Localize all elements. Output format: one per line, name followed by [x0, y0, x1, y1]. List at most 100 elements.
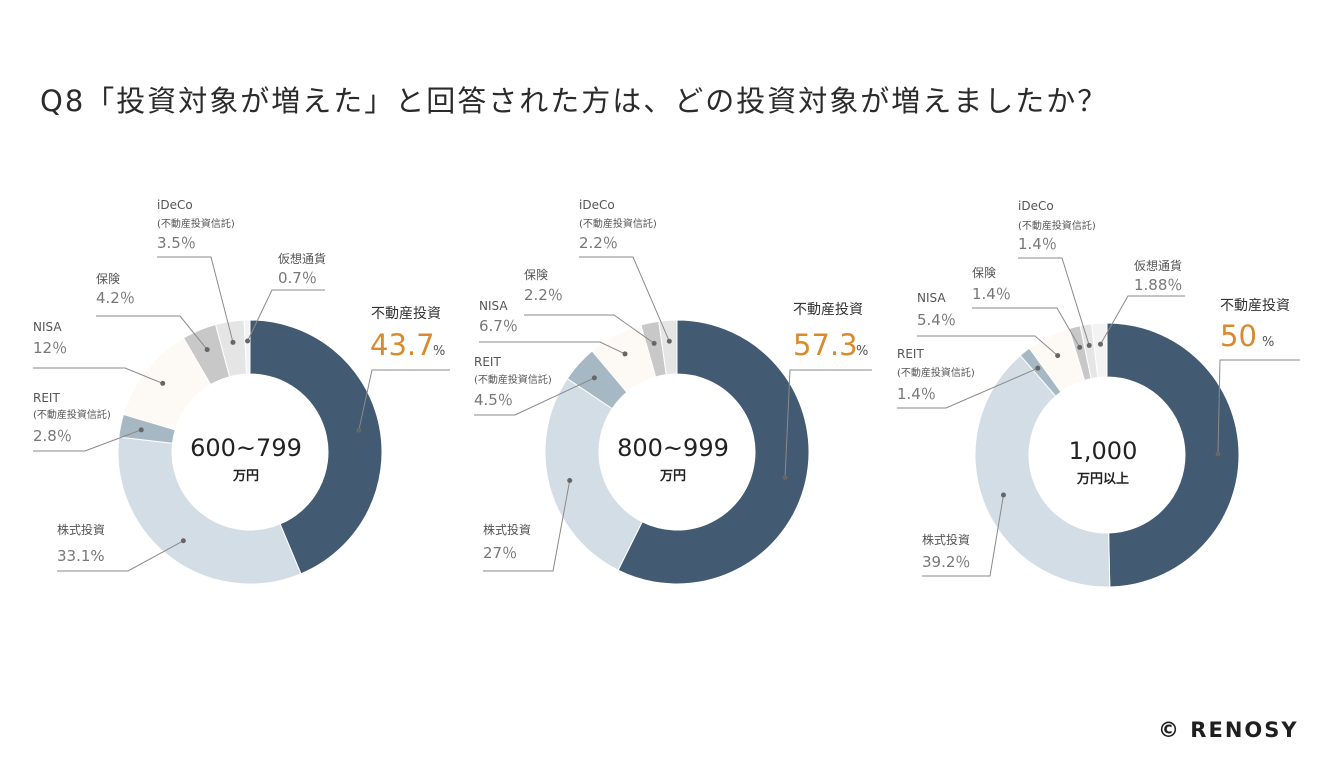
- leader-dot-nisa: [622, 351, 628, 357]
- value-ideco: 1.4％: [1018, 235, 1057, 253]
- leader-dot-insurance: [204, 347, 210, 353]
- label-nisa: NISA: [33, 320, 62, 334]
- value-reit: 2.8％: [33, 427, 72, 445]
- label-nisa: NISA: [479, 299, 508, 313]
- leader-dot-crypto: [1097, 341, 1103, 347]
- leader-dot-insurance: [1077, 344, 1083, 350]
- leader-dot-real-estate: [782, 474, 788, 480]
- leader-dot-ideco: [230, 339, 236, 345]
- value-insurance: 1.4％: [972, 285, 1011, 303]
- donut-chart-3: 不動産投資 50 % 株式投資 39.2％ REIT (不動産投資信託) 1.4％ NISA 5.…: [897, 199, 1300, 588]
- percent-sign-real-estate: %: [433, 344, 445, 359]
- slice-stocks: [117, 436, 302, 585]
- leader-reit: [897, 367, 1039, 409]
- leader-crypto: [247, 289, 325, 342]
- slice-real-estate: [1106, 322, 1240, 588]
- leader-dot-reit: [591, 375, 597, 381]
- label-crypto: 仮想通貨: [1134, 258, 1182, 273]
- leader-dot-insurance: [651, 340, 657, 346]
- leader-dot-nisa: [1055, 353, 1061, 359]
- leader-stocks: [483, 480, 571, 572]
- donut-chart-1: 不動産投資 43.7% 株式投資 33.1% REIT (不動産投資信託) 2.8％ NISA…: [33, 198, 450, 585]
- value-ideco: 2.2％: [579, 234, 618, 252]
- value-crypto: 1.88％: [1134, 276, 1182, 294]
- leader-real-estate: [358, 369, 450, 431]
- leader-real-estate: [1217, 359, 1300, 454]
- leader-ideco: [579, 256, 670, 342]
- label-ideco: iDeCo: [157, 198, 193, 212]
- value-stocks: 27％: [483, 544, 517, 562]
- slice-stocks: [974, 354, 1111, 588]
- value-reit: 1.4％: [897, 385, 936, 403]
- center-sublabel: 万円: [232, 469, 259, 484]
- leader-dot-stocks: [1000, 492, 1006, 498]
- label-crypto: 仮想通貨: [278, 251, 326, 266]
- leader-dot-stocks: [180, 538, 186, 544]
- label-real-estate: 不動産投資: [371, 306, 441, 322]
- sublabel-reit: (不動産投資信託): [897, 366, 975, 379]
- value-real-estate: 43.7: [370, 328, 435, 362]
- label-reit: REIT: [474, 355, 501, 369]
- value-nisa: 12％: [33, 339, 67, 357]
- value-nisa: 5.4％: [917, 311, 956, 329]
- leader-nisa: [479, 341, 626, 355]
- leader-nisa: [917, 335, 1058, 356]
- donut-chart-2: 不動産投資 57.3% 株式投資 27％ REIT (不動産投資信託) 4.5％ NISA 6.…: [474, 198, 872, 585]
- label-insurance: 保険: [524, 268, 548, 282]
- value-crypto: 0.7％: [278, 269, 317, 287]
- slice-real-estate: [617, 319, 810, 585]
- label-ideco: iDeCo: [1018, 199, 1054, 213]
- center-label: 800~999: [617, 434, 729, 462]
- center-sublabel: 万円: [659, 469, 686, 484]
- leader-dot-crypto: [245, 338, 251, 344]
- value-insurance: 4.2％: [96, 289, 135, 307]
- leader-dot-reit: [1035, 365, 1041, 371]
- label-reit: REIT: [33, 391, 60, 405]
- label-stocks: 株式投資: [57, 522, 105, 537]
- slice-crypto: [1090, 322, 1108, 379]
- leader-insurance: [96, 315, 208, 350]
- label-nisa: NISA: [917, 291, 946, 305]
- leader-dot-real-estate: [356, 427, 362, 433]
- center-label: 600~799: [190, 434, 302, 462]
- sublabel-reit: (不動産投資信託): [33, 408, 111, 421]
- value-stocks: 39.2％: [922, 553, 970, 571]
- leader-real-estate: [784, 369, 872, 478]
- sublabel-ideco: (不動産投資信託): [157, 217, 235, 230]
- leader-stocks: [922, 494, 1004, 577]
- leader-insurance: [524, 314, 655, 344]
- page-title: Q8「投資対象が増えた」と回答された方は、どの投資対象が増えましたか？: [40, 84, 1109, 118]
- center-sublabel: 万円以上: [1076, 472, 1129, 487]
- slice-crypto: [243, 319, 251, 375]
- sublabel-ideco: (不動産投資信託): [579, 217, 657, 230]
- value-real-estate: 50: [1220, 319, 1257, 353]
- leader-dot-nisa: [160, 380, 166, 386]
- leader-dot-ideco: [666, 338, 672, 344]
- label-insurance: 保険: [96, 272, 120, 286]
- value-stocks: 33.1%: [57, 547, 105, 565]
- leader-dot-real-estate: [1215, 451, 1221, 457]
- value-real-estate: 57.3: [793, 328, 858, 362]
- leader-dot-stocks: [567, 477, 573, 483]
- sublabel-reit: (不動産投資信託): [474, 373, 552, 386]
- label-real-estate: 不動産投資: [793, 302, 863, 318]
- center-label: 1,000: [1069, 437, 1138, 465]
- value-ideco: 3.5％: [157, 234, 196, 252]
- label-ideco: iDeCo: [579, 198, 615, 212]
- leader-dot-ideco: [1086, 342, 1092, 348]
- slice-stocks: [544, 377, 643, 571]
- leader-nisa: [33, 367, 163, 384]
- slice-ideco: [658, 319, 678, 376]
- leader-ideco: [1018, 257, 1090, 346]
- leader-dot-reit: [138, 427, 144, 433]
- label-real-estate: 不動産投資: [1220, 298, 1290, 314]
- brand-logo: © RENOSY: [1158, 718, 1299, 742]
- label-insurance: 保険: [972, 266, 996, 280]
- value-reit: 4.5％: [474, 391, 513, 409]
- leader-crypto: [1100, 295, 1185, 345]
- leader-stocks: [57, 540, 184, 572]
- leader-reit: [33, 429, 142, 452]
- leader-reit: [474, 377, 595, 416]
- label-reit: REIT: [897, 347, 924, 361]
